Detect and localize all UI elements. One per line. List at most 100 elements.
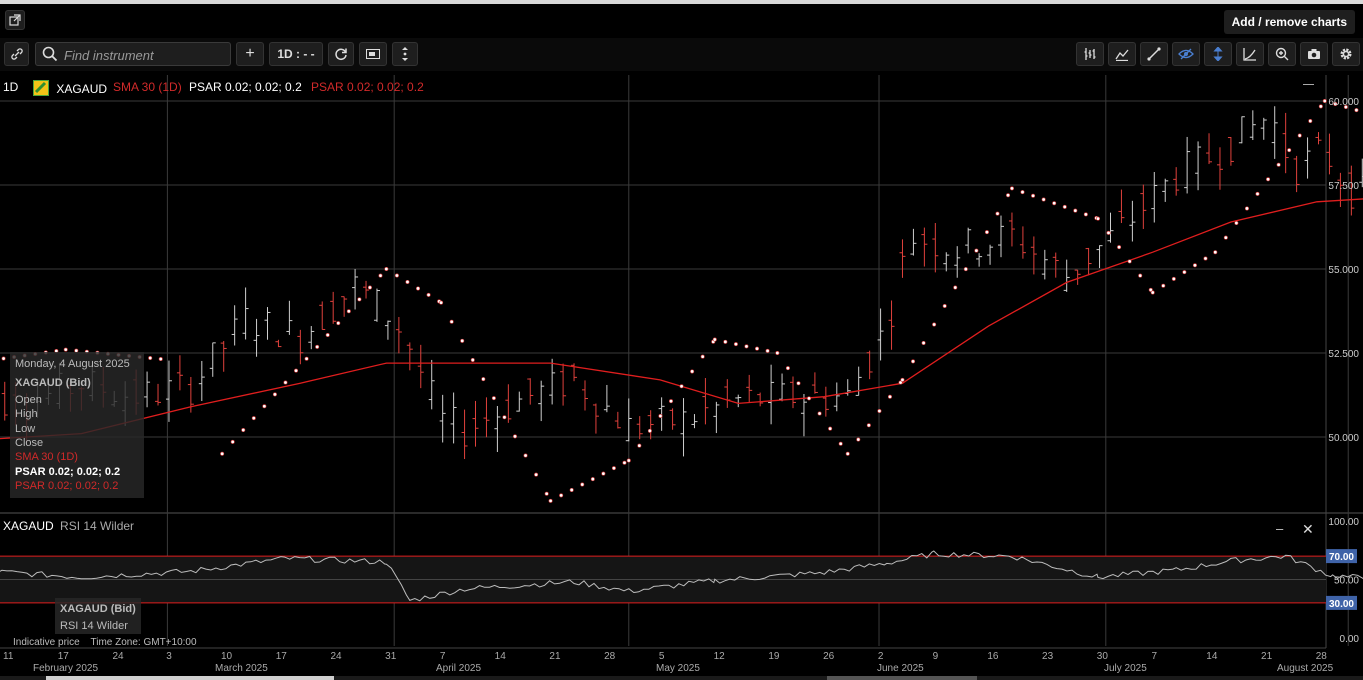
- psar-dot: [1041, 197, 1046, 202]
- search-input[interactable]: [62, 46, 226, 64]
- legend-psar-1[interactable]: PSAR 0.02; 0.02; 0.2: [189, 80, 302, 94]
- rsi-indicator-name: RSI 14 Wilder: [60, 519, 135, 533]
- layout-button[interactable]: [359, 42, 387, 66]
- screenshot-button[interactable]: [1300, 42, 1328, 66]
- price-chart[interactable]: 60.00057.50055.00052.50050.000100.0070.0…: [0, 71, 1363, 680]
- add-instrument-button[interactable]: +: [236, 42, 264, 66]
- ohlc-bar: [286, 300, 293, 335]
- psar-dot: [796, 381, 801, 386]
- psar-dot: [357, 297, 362, 302]
- price-tick-label: 60.000: [1328, 97, 1359, 108]
- ohlc-bar: [1074, 269, 1081, 285]
- horizontal-scrollbar[interactable]: [0, 676, 1363, 680]
- ohlc-bar: [1162, 178, 1169, 202]
- gear-icon: [1340, 48, 1352, 60]
- drawing-tools-button[interactable]: [1140, 42, 1168, 66]
- ohlc-bar: [297, 329, 304, 365]
- minimize-main-pane[interactable]: [1303, 84, 1314, 85]
- rsi-tooltip: XAGAUD (Bid) RSI 14 Wilder: [55, 598, 141, 634]
- indicators-button[interactable]: [1108, 42, 1136, 66]
- crosshair-button[interactable]: [1204, 42, 1232, 66]
- psar-dot: [502, 415, 507, 420]
- x-tick-label: 2: [878, 651, 884, 662]
- ohlc-bar: [352, 269, 359, 310]
- rsi-band-badge: [1326, 549, 1357, 564]
- zoom-in-icon: [1275, 47, 1289, 61]
- ohlc-bar: [516, 391, 523, 412]
- tooltip-low: Low: [15, 422, 36, 435]
- ohlc-bar: [1282, 112, 1289, 174]
- legend-interval: 1D: [3, 80, 19, 94]
- x-tick-label: 7: [1152, 651, 1158, 662]
- ohlc-bar: [581, 380, 588, 411]
- psar-dot: [838, 441, 843, 446]
- psar-dot: [481, 377, 486, 382]
- ohlc-bar: [987, 244, 994, 265]
- scrollbar-thumb-right[interactable]: [827, 676, 977, 680]
- rsi-close-button[interactable]: ✕: [1302, 521, 1314, 537]
- ohlc-bar: [527, 378, 534, 405]
- sma-line: [0, 198, 1363, 440]
- ohlc-bar: [822, 386, 829, 417]
- chart-type-button[interactable]: [1076, 42, 1104, 66]
- psar-dot: [63, 347, 68, 352]
- more-options-button[interactable]: [392, 42, 418, 66]
- x-tick-label: 16: [987, 651, 999, 662]
- ohlc-bar: [1184, 136, 1191, 194]
- ohlc-bar: [735, 394, 742, 408]
- rsi-legend[interactable]: XAGAUD RSI 14 Wilder: [3, 519, 134, 533]
- link-icon: [10, 48, 23, 60]
- psar-dot: [1148, 287, 1153, 292]
- psar-dot: [294, 368, 299, 373]
- scale-button[interactable]: [1236, 42, 1264, 66]
- legend-psar-2[interactable]: PSAR 0.02; 0.02; 0.2: [311, 80, 424, 94]
- zoom-button[interactable]: [1268, 42, 1296, 66]
- ohlc-bar: [1271, 106, 1278, 159]
- detach-chart-button[interactable]: [5, 10, 25, 30]
- ohlc-bar: [253, 318, 260, 357]
- price-layer: [0, 99, 1363, 503]
- rsi-tick-label: 70.00: [1329, 552, 1354, 563]
- psar-dot: [898, 380, 903, 385]
- settings-button[interactable]: [1332, 42, 1360, 66]
- instrument-search[interactable]: [35, 42, 231, 66]
- ohlc-bar: [1304, 137, 1311, 179]
- price-tick-label: 52.500: [1328, 349, 1359, 360]
- rsi-tick-label: 30.00: [1329, 599, 1354, 610]
- psar-dot: [1322, 99, 1327, 104]
- hide-drawings-button[interactable]: [1172, 42, 1200, 66]
- tooltip-sma: SMA 30 (1D): [15, 451, 78, 464]
- ohlc-bar: [1195, 141, 1202, 191]
- trendline-icon: [1147, 47, 1161, 61]
- ohlc-bar: [724, 379, 731, 408]
- add-remove-charts-button[interactable]: Add / remove charts: [1223, 10, 1355, 34]
- rsi-minimize-button[interactable]: –: [1276, 521, 1284, 536]
- psar-dot: [230, 439, 235, 444]
- ohlc-bar: [384, 320, 391, 340]
- x-tick-label: 19: [768, 651, 780, 662]
- interval-selector[interactable]: 1D : - -: [269, 42, 323, 66]
- refresh-icon: [335, 48, 347, 61]
- ohlc-bar: [494, 405, 501, 453]
- ohlc-bar: [1030, 236, 1037, 275]
- search-icon: [42, 46, 58, 62]
- refresh-button[interactable]: [328, 42, 354, 66]
- psar-dot: [394, 273, 399, 278]
- ohlc-bar: [1260, 117, 1267, 140]
- psar-dot: [1266, 177, 1271, 182]
- legend-sma[interactable]: SMA 30 (1D): [113, 80, 182, 94]
- psar-dot: [1297, 133, 1302, 138]
- scrollbar-thumb-left[interactable]: [46, 676, 334, 680]
- link-button[interactable]: [4, 42, 29, 66]
- ohlc-bar: [560, 363, 567, 406]
- ohlc-bar: [800, 394, 807, 437]
- psar-dot: [807, 396, 812, 401]
- psar-dot: [1255, 191, 1260, 196]
- x-tick-label: 9: [933, 651, 939, 662]
- psar-dot: [622, 460, 627, 465]
- ohlc-bar: [209, 342, 216, 377]
- legend-symbol-group[interactable]: XAGAUD: [33, 80, 107, 96]
- ohlc-bar: [932, 223, 939, 273]
- psar-dot: [367, 285, 372, 290]
- x-tick-label: 21: [549, 651, 561, 662]
